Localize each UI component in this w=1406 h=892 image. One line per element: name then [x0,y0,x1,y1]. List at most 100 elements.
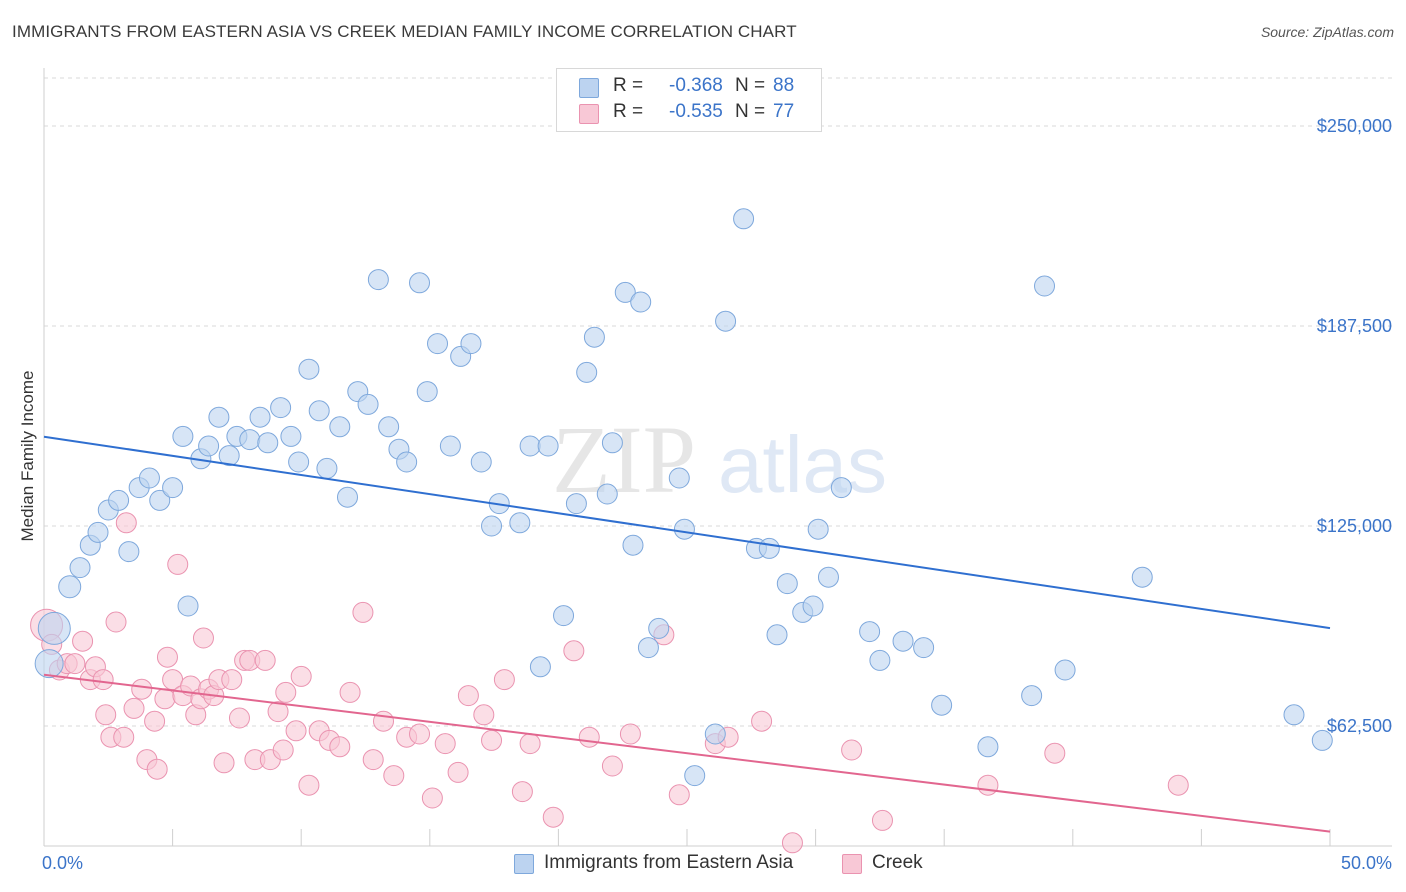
eastern-asia-point [553,605,575,627]
legend-n-value: 77 [773,101,795,122]
eastern-asia-point [396,451,418,473]
eastern-asia-point [149,489,171,511]
eastern-asia-point [87,521,109,543]
creek-point [192,627,214,649]
eastern-asia-point [733,208,755,230]
creek-point [105,611,127,633]
eastern-asia-point [684,765,706,787]
legend-r-label: R = [613,75,644,96]
creek-point [578,726,600,748]
eastern-asia-point [529,656,551,678]
eastern-asia-point [416,381,438,403]
creek-point [977,774,999,796]
eastern-asia-point [177,595,199,617]
eastern-asia-point [58,575,82,599]
creek-point [493,669,515,691]
eastern-asia-point [802,595,824,617]
creek-point [563,640,585,662]
eastern-asia-point [357,393,379,415]
creek-point [362,749,384,771]
creek-point [267,701,289,723]
creek-point [329,736,351,758]
x-tick-label: 50.0% [1341,853,1392,873]
series-label: Immigrants from Eastern Asia [544,852,794,873]
x-tick-label: 0.0% [42,853,83,873]
creek-point [285,720,307,742]
creek-point [275,681,297,703]
creek-point [167,553,189,575]
creek-point [447,761,469,783]
eastern-asia-point [715,310,737,332]
eastern-asia-point [830,477,852,499]
legend-r-value: -0.368 [669,75,723,96]
creek-point [154,688,176,710]
eastern-asia-point [427,333,449,355]
creek-point [146,758,168,780]
creek-point [221,669,243,691]
creek-point [113,726,135,748]
eastern-asia-point [1311,729,1333,751]
axes [43,68,1392,847]
eastern-asia-point [270,397,292,419]
creek-point [156,646,178,668]
creek-point [131,678,153,700]
eastern-asia-point [378,416,400,438]
creek-point [1167,774,1189,796]
eastern-asia-point [409,272,431,294]
eastern-asia-point [249,406,271,428]
eastern-asia-point [138,467,160,489]
eastern-asia-point [298,358,320,380]
creek-point [228,707,250,729]
series-label: Creek [872,852,923,873]
eastern-asia-point [817,566,839,588]
creek-point [409,723,431,745]
eastern-asia-point [218,445,240,467]
creek-trend-line [43,673,1331,833]
legend-n-label: N = [735,75,766,96]
eastern-asia-point [648,617,670,639]
eastern-asia-point [172,425,194,447]
eastern-asia-point [614,281,636,303]
eastern-asia-point [1034,275,1056,297]
creek-point [481,729,503,751]
eastern-asia-point [439,435,461,457]
eastern-asia-point [34,649,64,679]
eastern-asia-point [630,291,652,313]
y-tick-labels: $62,500 $125,000 $187,500 $250,000 [1317,116,1392,736]
eastern-asia-point [108,489,130,511]
creek-point [213,752,235,774]
chart-title: IMMIGRANTS FROM EASTERN ASIA VS CREEK ME… [12,22,797,41]
eastern-asia-point [673,518,695,540]
eastern-asia-point [280,425,302,447]
y-tick-label: $250,000 [1317,116,1392,136]
eastern-asia-point [537,435,559,457]
eastern-asia-point [913,637,935,659]
eastern-asia-point [316,457,338,479]
creek-point [352,601,374,623]
eastern-asia-point [118,541,140,563]
eastern-asia-point [892,630,914,652]
y-tick-label: $125,000 [1317,516,1392,536]
eastern-asia-point [69,557,91,579]
creek-point [373,710,395,732]
eastern-asia-point [329,416,351,438]
creek-point [434,733,456,755]
eastern-asia-point [336,486,358,508]
creek-point [298,774,320,796]
eastern-asia-point [208,406,230,428]
legend-n-value: 88 [773,75,795,96]
eastern-asia-point [565,493,587,515]
eastern-asia-point [460,333,482,355]
creek-point [457,685,479,707]
creek-point [542,806,564,828]
eastern-asia-point [288,451,310,473]
eastern-asia-point [766,624,788,646]
creek-point [519,733,541,755]
eastern-asia-point [367,269,389,291]
creek-point [95,704,117,726]
creek-point [144,710,166,732]
creek-point [64,653,86,675]
eastern-asia-trend-line [43,435,1331,630]
eastern-asia-point [257,432,279,454]
creek-point [123,697,145,719]
